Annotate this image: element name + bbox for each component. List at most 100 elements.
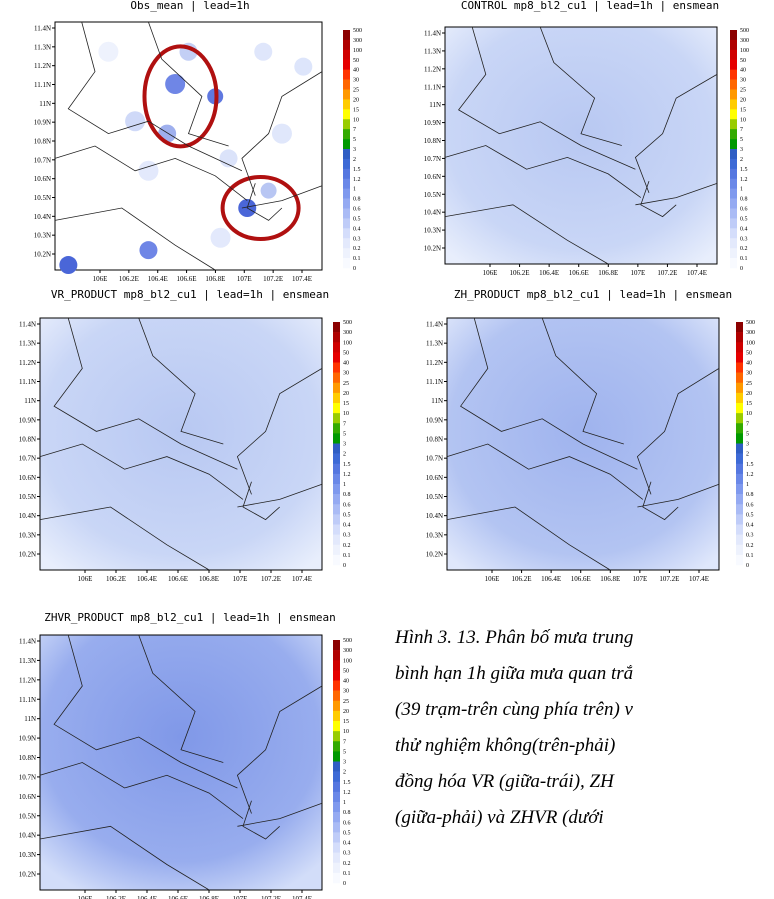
lon-label: 106.4E (137, 895, 157, 899)
boundary-line (237, 802, 323, 827)
colorbar-label: 7 (343, 739, 346, 745)
colorbar-swatch (333, 463, 340, 475)
colorbar-swatch (736, 342, 743, 353)
lat-label: 10.3N (19, 531, 36, 539)
colorbar-swatch (333, 423, 340, 434)
colorbar-label: 5 (353, 137, 356, 143)
colorbar-swatch (333, 690, 340, 702)
colorbar-label: 0.3 (740, 236, 748, 242)
colorbar-label: 3 (746, 442, 749, 448)
lat-label: 11.3N (19, 657, 36, 665)
caption-line: (giữa-phải) và ZHVR (dưới (395, 807, 604, 828)
station-mark (59, 256, 78, 275)
colorbar-swatch (736, 352, 743, 363)
colorbar-swatch (333, 342, 340, 353)
colorbar-label: 5 (740, 137, 743, 143)
colorbar-label: 30 (343, 689, 349, 695)
colorbar-label: 0 (343, 881, 346, 887)
colorbar-label: 0.4 (740, 226, 748, 232)
colorbar-swatch (333, 372, 340, 384)
colorbar-label: 40 (746, 361, 752, 367)
colorbar-swatch (343, 238, 350, 249)
boundary-line (241, 185, 323, 209)
colorbar-swatch (333, 473, 340, 485)
colorbar-label: 0.1 (343, 553, 351, 559)
lat-label: 11.4N (424, 30, 441, 38)
highlight-ring (220, 175, 301, 241)
colorbar-label: 1.5 (353, 167, 361, 173)
colorbar-swatch (333, 842, 340, 853)
colorbar-label: 40 (353, 68, 359, 74)
colorbar-swatch (343, 69, 350, 80)
colorbar-swatch (736, 514, 743, 525)
colorbar-label: 50 (353, 58, 359, 64)
colorbar-label: 10 (746, 411, 752, 417)
colorbar-label: 30 (343, 371, 349, 377)
boundary-line (242, 481, 280, 521)
colorbar-label: 15 (746, 401, 752, 407)
colorbar-label: 0.6 (746, 502, 754, 508)
colorbar-label: 0.5 (343, 830, 351, 836)
lon-label: 106.8E (205, 275, 225, 283)
colorbar-label: 0.8 (353, 197, 361, 203)
colorbar-swatch (333, 453, 340, 465)
colorbar-swatch (333, 680, 340, 691)
colorbar-label: 0.4 (353, 226, 361, 232)
colorbar-swatch (736, 332, 743, 343)
boundary-line (460, 317, 638, 470)
colorbar-label: 0.1 (740, 256, 748, 262)
boundary-line (458, 26, 636, 170)
colorbar-swatch (736, 443, 743, 454)
colorbar-swatch (333, 721, 340, 732)
colorbar-swatch (730, 248, 737, 259)
colorbar-label: 3 (343, 760, 346, 766)
colorbar-swatch (730, 99, 737, 110)
colorbar-swatch (343, 129, 350, 140)
colorbar-label: 7 (343, 421, 346, 427)
boundary-line (640, 180, 677, 218)
colorbar-label: 40 (343, 679, 349, 685)
colorbar-swatch (333, 751, 340, 762)
lon-label: 107.4E (292, 575, 312, 583)
lon-label: 106.8E (199, 575, 219, 583)
caption-line: (39 trạm-trên cùng phía trên) v (395, 699, 634, 720)
colorbar-swatch (333, 433, 340, 444)
colorbar-swatch (343, 30, 350, 41)
caption-line: thử nghiệm không(trên-phải) (395, 735, 615, 756)
lat-label: 10.4N (426, 512, 443, 520)
colorbar-swatch (736, 494, 743, 505)
colorbar-label: 0.8 (343, 810, 351, 816)
colorbar-swatch (736, 423, 743, 434)
colorbar-label: 1 (353, 187, 356, 193)
colorbar-label: 40 (343, 361, 349, 367)
lat-label: 10.9N (19, 735, 36, 743)
colorbar-swatch (333, 524, 340, 535)
colorbar-label: 1 (740, 187, 743, 193)
colorbar-swatch (730, 79, 737, 90)
colorbar-swatch (333, 494, 340, 505)
colorbar-label: 0.3 (353, 236, 361, 242)
colorbar-swatch (736, 544, 743, 556)
boundary-line (148, 21, 229, 147)
lat-label: 11.4N (426, 321, 443, 329)
station-mark (260, 182, 277, 199)
lat-label: 11N (431, 397, 443, 405)
boundary-line (637, 483, 720, 508)
lat-label: 11.1N (426, 378, 443, 386)
colorbar-label: 7 (353, 127, 356, 133)
lat-label: 10.2N (19, 871, 36, 879)
colorbar-label: 20 (353, 97, 359, 103)
colorbar-swatch (343, 79, 350, 90)
colorbar-label: 50 (746, 350, 752, 356)
colorbar-label: 100 (343, 658, 352, 664)
map-panel: ZHVR_PRODUCT mp8_bl2_cu1 | lead=1h | ens… (19, 611, 352, 899)
colorbar-label: 15 (343, 719, 349, 725)
boundary-line (39, 443, 244, 500)
colorbar-swatch (343, 228, 350, 239)
boundary-line (446, 506, 611, 571)
colorbar-swatch (343, 208, 350, 219)
lat-label: 11N (24, 397, 36, 405)
colorbar-label: 50 (740, 58, 746, 64)
lat-label: 10.3N (426, 531, 443, 539)
lon-label: 107E (632, 575, 647, 583)
